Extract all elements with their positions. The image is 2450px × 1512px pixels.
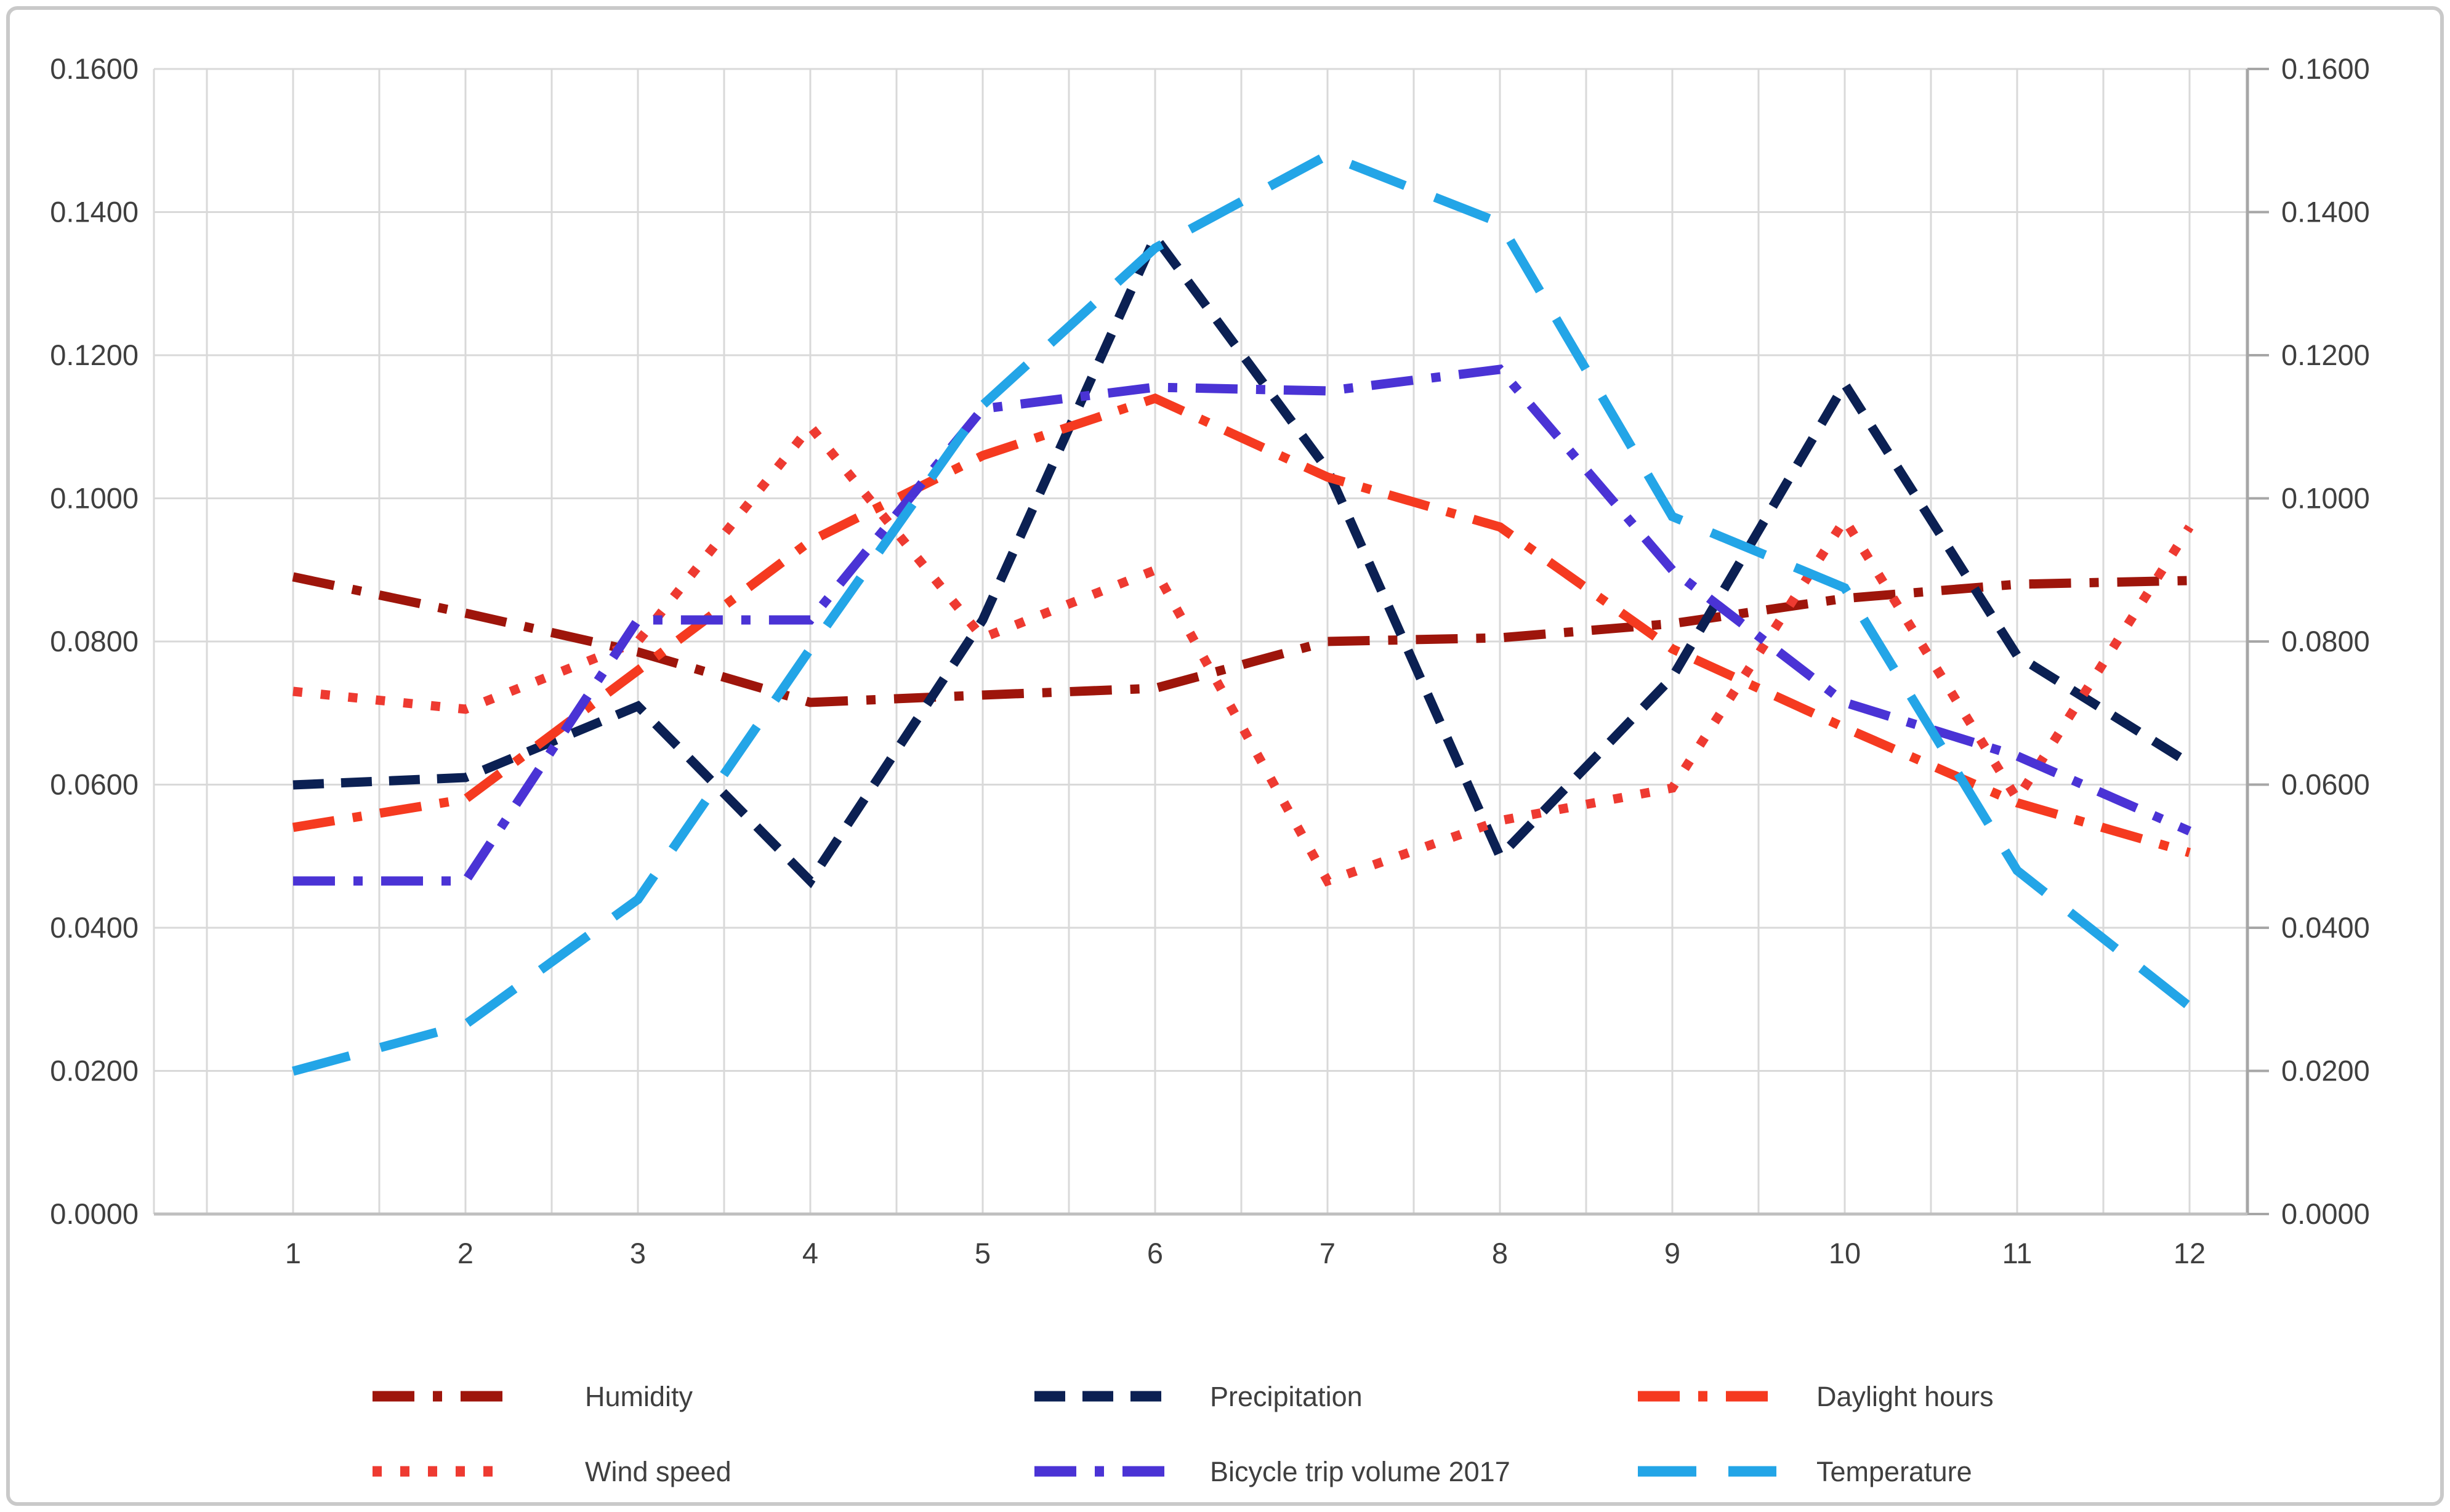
- x-axis-label: 11: [2002, 1237, 2033, 1269]
- y-axis-label-left: 0.1200: [50, 339, 139, 371]
- y-axis-label-left: 0.0600: [50, 768, 139, 801]
- y-axis-label-left: 0.1400: [50, 196, 139, 228]
- y-axis-label-left: 0.1000: [50, 482, 139, 515]
- series-lines: [292, 150, 2194, 1076]
- x-axis-label: 4: [802, 1237, 818, 1269]
- legend-label-wind-speed: Wind speed: [585, 1456, 731, 1487]
- x-axis-label: 5: [975, 1237, 991, 1269]
- x-axis-label: 3: [630, 1237, 646, 1269]
- series-line-bicycle-trip-volume-2017: [293, 364, 2191, 886]
- y-axis-label-right: 0.0800: [2281, 625, 2370, 657]
- x-axis-label: 7: [1320, 1237, 1336, 1269]
- legend-label-precipitation: Precipitation: [1210, 1381, 1363, 1412]
- chart-legend: Humidity Precipitation Daylight hours Wind …: [373, 1381, 1994, 1487]
- axes: [153, 68, 2269, 1216]
- legend-label-temperature: Temperature: [1816, 1456, 1972, 1487]
- legend-label-bicycle-trip-volume-2017: Bicycle trip volume 2017: [1210, 1456, 1510, 1487]
- x-axis-label: 6: [1147, 1237, 1163, 1269]
- y-axis-label-left: 0.0000: [50, 1197, 139, 1230]
- series-line-temperature: [292, 150, 2193, 1076]
- y-axis-label-right: 0.0600: [2281, 768, 2370, 801]
- y-axis-label-right: 0.1000: [2281, 482, 2370, 515]
- y-axis-label-right: 0.0000: [2281, 1197, 2370, 1230]
- series-line-daylight-hours: [292, 393, 2191, 858]
- y-axis-label-left: 0.1600: [50, 52, 139, 85]
- figure-border: [6, 6, 2444, 1506]
- x-axis-label: 10: [1829, 1237, 1861, 1269]
- y-axis-label-right: 0.0400: [2281, 911, 2370, 944]
- legend-label-daylight-hours: Daylight hours: [1816, 1381, 1994, 1412]
- y-axis-label-right: 0.0200: [2281, 1055, 2370, 1087]
- gridlines: [154, 68, 2247, 1215]
- x-axis-label: 12: [2174, 1237, 2206, 1269]
- y-axis-label-left: 0.0800: [50, 625, 139, 657]
- x-axis-label: 9: [1664, 1237, 1680, 1269]
- y-axis-label-right: 0.1600: [2281, 52, 2370, 85]
- y-axis-label-left: 0.0200: [50, 1055, 139, 1087]
- x-axis-label: 2: [457, 1237, 473, 1269]
- x-axis-label: 1: [285, 1237, 301, 1269]
- legend-label-humidity: Humidity: [585, 1381, 693, 1412]
- y-axis-label-right: 0.1400: [2281, 196, 2370, 228]
- y-axis-label-right: 0.1200: [2281, 339, 2370, 371]
- y-axis-label-left: 0.0400: [50, 911, 139, 944]
- series-line-humidity: [292, 572, 2190, 707]
- series-line-precipitation: [292, 228, 2192, 888]
- axis-tick-labels: 0.0000 0.0000 0.0200 0.0200 0.0400 0.0400 0.06…: [50, 52, 2370, 1269]
- x-axis-label: 8: [1492, 1237, 1508, 1269]
